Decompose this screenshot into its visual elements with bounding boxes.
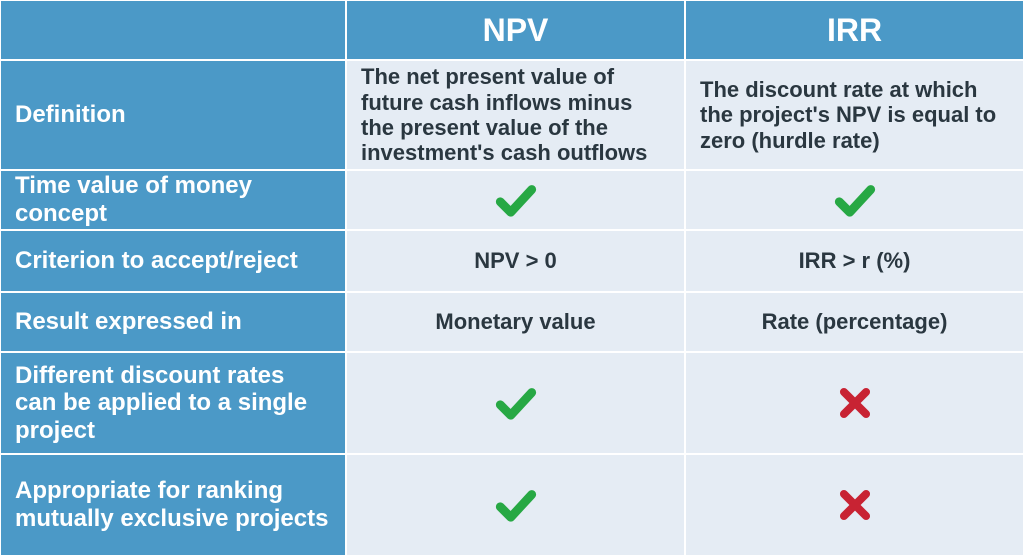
- data-criterion-irr: IRR > r (%): [685, 230, 1024, 292]
- data-definition-irr-text: The discount rate at which the project's…: [700, 77, 1009, 153]
- data-discount-rates-npv: [346, 352, 685, 454]
- label-result-text: Result expressed in: [15, 308, 242, 336]
- data-result-irr-text: Rate (percentage): [762, 309, 948, 334]
- cross-icon: [836, 486, 874, 524]
- data-result-npv-text: Monetary value: [435, 309, 595, 334]
- data-definition-npv-text: The net present value of future cash inf…: [361, 64, 670, 165]
- data-criterion-npv-text: NPV > 0: [474, 248, 557, 273]
- header-irr: IRR: [685, 0, 1024, 60]
- label-time-value: Time value of money concept: [0, 170, 346, 230]
- label-criterion: Criterion to accept/reject: [0, 230, 346, 292]
- data-discount-rates-irr: [685, 352, 1024, 454]
- data-time-value-npv: [346, 170, 685, 230]
- label-result: Result expressed in: [0, 292, 346, 352]
- label-criterion-text: Criterion to accept/reject: [15, 247, 298, 275]
- check-icon: [495, 484, 537, 526]
- data-criterion-npv: NPV > 0: [346, 230, 685, 292]
- data-time-value-irr: [685, 170, 1024, 230]
- data-result-irr: Rate (percentage): [685, 292, 1024, 352]
- data-definition-npv: The net present value of future cash inf…: [346, 60, 685, 170]
- label-ranking: Appropriate for ranking mutually exclusi…: [0, 454, 346, 556]
- check-icon: [495, 179, 537, 221]
- header-npv: NPV: [346, 0, 685, 60]
- comparison-table: NPV IRR Definition The net present value…: [0, 0, 1024, 556]
- header-npv-text: NPV: [483, 12, 549, 49]
- header-empty-cell: [0, 0, 346, 60]
- label-definition: Definition: [0, 60, 346, 170]
- label-ranking-text: Appropriate for ranking mutually exclusi…: [15, 477, 331, 532]
- data-definition-irr: The discount rate at which the project's…: [685, 60, 1024, 170]
- data-ranking-npv: [346, 454, 685, 556]
- check-icon: [834, 179, 876, 221]
- check-icon: [495, 382, 537, 424]
- label-definition-text: Definition: [15, 101, 126, 129]
- label-time-value-text: Time value of money concept: [15, 172, 331, 227]
- label-discount-rates-text: Different discount rates can be applied …: [15, 362, 331, 445]
- label-discount-rates: Different discount rates can be applied …: [0, 352, 346, 454]
- header-irr-text: IRR: [827, 12, 882, 49]
- data-criterion-irr-text: IRR > r (%): [799, 248, 911, 273]
- cross-icon: [836, 384, 874, 422]
- data-ranking-irr: [685, 454, 1024, 556]
- data-result-npv: Monetary value: [346, 292, 685, 352]
